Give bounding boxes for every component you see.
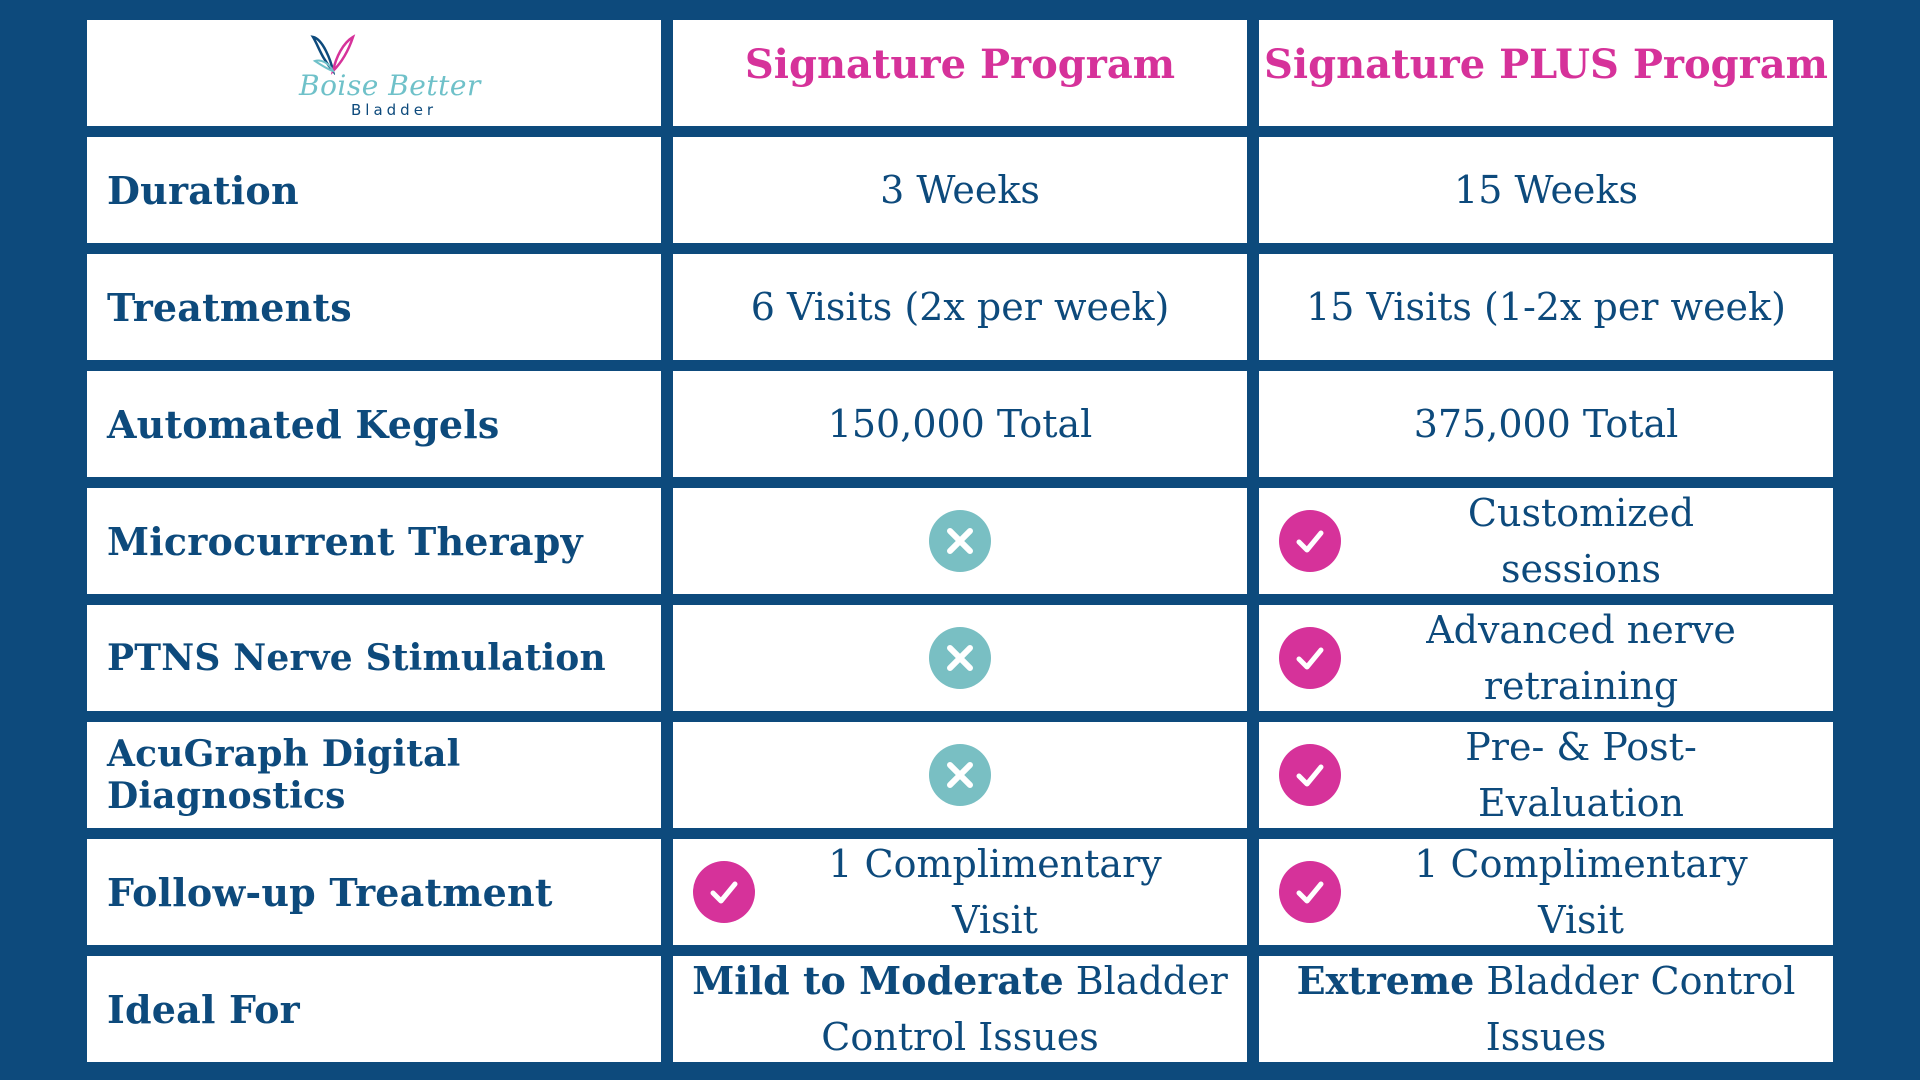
ideal-signature-line-2: Control Issues [821,1015,1099,1059]
duration-signature-plus: 15 Weeks [1259,137,1833,243]
ideal-signature-rest-1: Bladder [1063,959,1228,1003]
kegels-signature: 150,000 Total [673,371,1247,477]
ideal-plus-bold: Extreme [1296,958,1475,1003]
acugraph-signature-plus-text: Pre- & Post- Evaluation [1465,722,1697,828]
row-label-followup: Follow-up Treatment [87,839,661,945]
ideal-signature: Mild to Moderate Bladder Control Issues [673,956,1247,1062]
check-icon [1279,861,1341,923]
check-icon [1279,744,1341,806]
microcurrent-signature [673,488,1247,594]
row-label-duration: Duration [87,137,661,243]
x-icon [929,510,991,572]
ideal-plus-rest-1: Bladder Control [1474,959,1796,1003]
followup-signature-line-2: Visit [952,898,1038,942]
ideal-signature-plus-text: Extreme Bladder Control Issues [1297,956,1796,1062]
followup-signature-plus: 1 Complimentary Visit [1259,839,1833,945]
ptns-line-2: retraining [1483,664,1679,708]
check-icon [693,861,755,923]
microcurrent-signature-plus-text: Customized sessions [1468,488,1694,594]
followup-signature-text: 1 Complimentary Visit [828,839,1161,945]
microcurrent-line-2: sessions [1501,547,1661,591]
treatments-signature-plus: 15 Visits (1-2x per week) [1259,254,1833,360]
treatments-signature: 6 Visits (2x per week) [673,254,1247,360]
ideal-plus-line-1: Extreme Bladder Control [1297,956,1796,1009]
microcurrent-line-1: Customized [1467,491,1695,535]
acugraph-signature [673,722,1247,828]
brand-logo: Boise Better Bladder [289,25,480,121]
logo-sub-text: Bladder [351,101,438,119]
check-icon [1279,510,1341,572]
row-label-ideal: Ideal For [87,956,661,1062]
ideal-signature-plus: Extreme Bladder Control Issues [1259,956,1833,1062]
check-icon [1279,627,1341,689]
followup-plus-line-1: 1 Complimentary [1414,842,1748,886]
ptns-signature [673,605,1247,711]
x-icon [929,744,991,806]
column-header-signature: Signature Program [673,20,1247,126]
acugraph-line-1: Pre- & Post- [1465,725,1697,769]
row-label-microcurrent: Microcurrent Therapy [87,488,661,594]
kegels-signature-plus: 375,000 Total [1259,371,1833,477]
ideal-signature-text: Mild to Moderate Bladder Control Issues [692,956,1228,1062]
column-header-signature-plus: Signature PLUS Program [1259,20,1833,126]
row-label-kegels: Automated Kegels [87,371,661,477]
comparison-table: Boise Better Bladder Signature Program S… [87,20,1833,1062]
row-label-acugraph: AcuGraph Digital Diagnostics [87,722,661,828]
x-icon [929,627,991,689]
ideal-signature-bold: Mild to Moderate [692,958,1064,1003]
ideal-signature-line-1: Mild to Moderate Bladder [692,956,1228,1009]
ptns-line-1: Advanced nerve [1426,608,1736,652]
ideal-plus-line-2: Issues [1485,1015,1607,1059]
microcurrent-signature-plus: Customized sessions [1259,488,1833,594]
logo-script-text: Boise Better [299,69,481,102]
duration-signature: 3 Weeks [673,137,1247,243]
followup-signature-plus-text: 1 Complimentary Visit [1414,839,1747,945]
ptns-signature-plus-text: Advanced nerve retraining [1426,605,1736,711]
row-label-treatments: Treatments [87,254,661,360]
row-label-ptns: PTNS Nerve Stimulation [87,605,661,711]
followup-plus-line-2: Visit [1538,898,1624,942]
butterfly-icon [310,34,356,75]
logo-cell: Boise Better Bladder [87,20,661,126]
acugraph-signature-plus: Pre- & Post- Evaluation [1259,722,1833,828]
ptns-signature-plus: Advanced nerve retraining [1259,605,1833,711]
followup-signature: 1 Complimentary Visit [673,839,1247,945]
followup-signature-line-1: 1 Complimentary [828,842,1162,886]
acugraph-line-2: Evaluation [1478,781,1684,825]
